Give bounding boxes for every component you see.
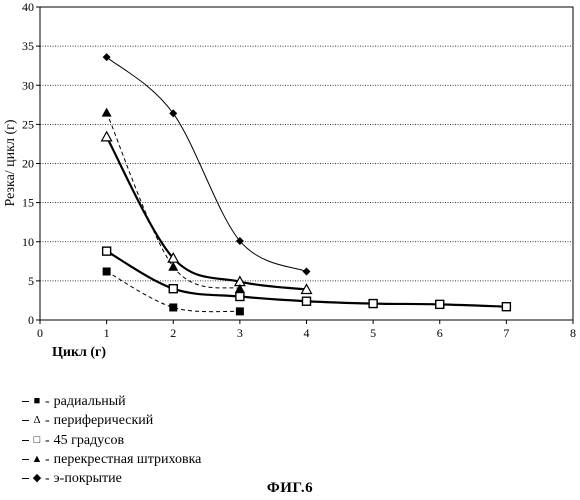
series-0-point-1 — [169, 303, 177, 311]
legend-label-peripheral: периферический — [54, 411, 154, 430]
series-4-point-1 — [169, 109, 177, 117]
series-2-point-1 — [169, 285, 177, 293]
filled-square-icon: ■ — [31, 392, 43, 411]
legend-label-radial: радиальный — [54, 392, 126, 411]
y-tick-label-35: 35 — [22, 39, 34, 53]
series-2-point-6 — [502, 303, 510, 311]
series-4 — [103, 53, 311, 275]
filled-triangle-icon: ▲ — [31, 450, 43, 469]
grid-lines — [40, 7, 573, 281]
series-2-point-2 — [236, 293, 244, 301]
legend-label-crosshatch: перекрестная штриховка — [54, 450, 202, 469]
y-tick-label-25: 25 — [22, 117, 34, 131]
y-tick-labels: 0 5 10 15 20 25 30 35 40 — [22, 0, 34, 327]
series-4-line — [107, 57, 307, 271]
axes — [36, 7, 573, 324]
series-3 — [102, 108, 245, 293]
x-tick-label-8: 8 — [570, 326, 576, 340]
legend-item-crosshatch: ▲- перекрестная штриховка — [22, 450, 201, 469]
x-tick-label-2: 2 — [170, 326, 176, 340]
series-1-point-0 — [102, 132, 112, 141]
x-tick-label-1: 1 — [104, 326, 110, 340]
series-0-point-0 — [103, 267, 111, 275]
figure-caption: ФИГ.6 — [0, 480, 580, 497]
y-tick-label-0: 0 — [28, 313, 34, 327]
y-tick-label-20: 20 — [22, 157, 34, 171]
series-2-point-4 — [369, 300, 377, 308]
series-2-point-3 — [303, 297, 311, 305]
open-triangle-icon: Δ — [31, 411, 43, 430]
legend: ■- радиальный Δ- периферический □- 45 гр… — [22, 392, 201, 488]
series-2-point-0 — [103, 247, 111, 255]
y-tick-label-10: 10 — [22, 235, 34, 249]
series-0-point-2 — [236, 307, 244, 315]
x-tick-label-5: 5 — [370, 326, 376, 340]
legend-label-45-degrees: 45 градусов — [54, 431, 124, 450]
x-tick-label-4: 4 — [304, 326, 310, 340]
x-tick-labels: 0 1 2 3 4 5 6 7 8 — [37, 326, 576, 340]
line-chart: 0 5 10 15 20 25 30 35 40 0 1 2 3 4 5 6 7 8 Резка/ цикл (… — [0, 0, 580, 392]
series-3-point-0 — [102, 108, 112, 117]
open-square-icon: □ — [31, 431, 43, 450]
series-2-point-5 — [436, 300, 444, 308]
series-group — [102, 53, 511, 315]
legend-item-radial: ■- радиальный — [22, 392, 201, 411]
y-tick-label-30: 30 — [22, 78, 34, 92]
legend-item-peripheral: Δ- периферический — [22, 411, 201, 430]
y-tick-label-15: 15 — [22, 196, 34, 210]
x-tick-label-6: 6 — [437, 326, 443, 340]
legend-item-45-degrees: □- 45 градусов — [22, 431, 201, 450]
series-2 — [103, 247, 511, 311]
x-tick-label-7: 7 — [503, 326, 509, 340]
x-tick-label-3: 3 — [237, 326, 243, 340]
series-4-point-0 — [103, 53, 111, 61]
x-tick-label-0: 0 — [37, 326, 43, 340]
series-1-line — [107, 137, 307, 290]
y-axis-label: Резка/ цикл (г) — [3, 119, 18, 206]
x-axis-label: Цикл (г) — [52, 345, 106, 360]
series-1 — [102, 132, 312, 294]
y-tick-label-5: 5 — [28, 274, 34, 288]
y-tick-label-40: 40 — [22, 0, 34, 14]
series-4-point-3 — [303, 267, 311, 275]
